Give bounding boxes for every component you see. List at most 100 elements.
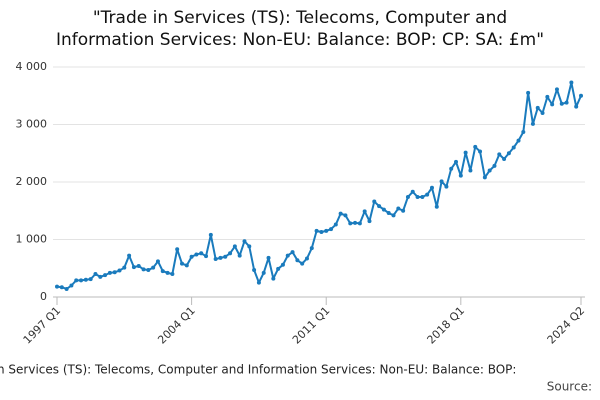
point bbox=[223, 254, 228, 259]
point bbox=[261, 270, 266, 275]
point bbox=[189, 254, 194, 259]
point bbox=[386, 211, 391, 216]
point bbox=[83, 277, 88, 282]
point bbox=[141, 267, 146, 272]
point bbox=[497, 152, 502, 157]
caption: n Services (TS): Telecoms, Computer and … bbox=[0, 363, 516, 377]
point bbox=[165, 270, 170, 275]
point bbox=[550, 102, 555, 107]
point bbox=[564, 100, 569, 105]
point bbox=[559, 101, 564, 106]
y-tick-label: 2 000 bbox=[16, 175, 48, 188]
point bbox=[569, 80, 574, 85]
chart-title: "Trade in Services (TS): Telecoms, Compu… bbox=[93, 8, 507, 28]
point bbox=[545, 94, 550, 99]
point bbox=[290, 250, 295, 255]
point bbox=[59, 285, 64, 290]
point bbox=[98, 274, 103, 279]
point bbox=[237, 253, 242, 258]
point bbox=[300, 261, 305, 266]
point bbox=[285, 253, 290, 258]
point bbox=[309, 246, 314, 251]
point bbox=[530, 121, 535, 126]
point bbox=[136, 263, 141, 268]
point bbox=[516, 138, 521, 143]
point bbox=[482, 175, 487, 180]
point bbox=[353, 220, 358, 225]
point bbox=[295, 258, 300, 263]
point bbox=[122, 265, 127, 270]
point bbox=[304, 256, 309, 261]
point bbox=[502, 157, 507, 161]
point bbox=[473, 144, 478, 149]
point bbox=[79, 278, 84, 283]
point bbox=[338, 211, 343, 216]
point bbox=[256, 280, 261, 285]
point bbox=[554, 87, 559, 92]
point bbox=[93, 272, 98, 276]
point bbox=[405, 194, 410, 199]
point bbox=[247, 244, 252, 249]
point bbox=[434, 204, 439, 209]
point bbox=[367, 219, 372, 224]
point bbox=[439, 179, 444, 184]
point bbox=[506, 151, 511, 156]
point bbox=[478, 149, 483, 154]
point bbox=[319, 230, 324, 235]
point bbox=[454, 159, 459, 164]
point bbox=[444, 184, 449, 189]
point bbox=[396, 206, 401, 211]
point bbox=[208, 232, 213, 237]
point bbox=[131, 265, 136, 270]
point bbox=[64, 286, 69, 291]
point bbox=[420, 194, 425, 199]
point bbox=[218, 255, 223, 260]
point bbox=[160, 269, 165, 274]
point bbox=[526, 90, 531, 95]
point bbox=[372, 199, 377, 204]
point bbox=[213, 257, 218, 262]
point bbox=[535, 105, 540, 110]
point bbox=[487, 168, 492, 173]
point bbox=[242, 239, 247, 244]
point bbox=[228, 251, 233, 256]
point bbox=[357, 221, 362, 226]
point bbox=[170, 272, 175, 276]
point bbox=[415, 194, 420, 199]
point bbox=[266, 255, 271, 260]
point bbox=[449, 166, 454, 171]
point bbox=[540, 111, 545, 115]
point bbox=[88, 277, 93, 282]
point bbox=[329, 227, 334, 232]
point bbox=[55, 284, 59, 289]
point bbox=[276, 266, 281, 271]
point bbox=[280, 262, 285, 267]
point bbox=[492, 163, 497, 168]
point bbox=[333, 222, 338, 227]
point bbox=[574, 104, 579, 109]
point bbox=[314, 228, 319, 233]
point bbox=[69, 283, 74, 288]
point bbox=[271, 276, 276, 281]
point bbox=[127, 253, 132, 258]
point bbox=[112, 270, 117, 275]
point bbox=[146, 267, 151, 272]
point bbox=[155, 259, 160, 264]
point bbox=[324, 228, 329, 233]
point bbox=[204, 254, 209, 259]
point bbox=[103, 273, 108, 278]
point bbox=[343, 213, 348, 218]
point bbox=[179, 261, 184, 266]
point bbox=[232, 244, 237, 249]
point bbox=[194, 252, 199, 257]
point bbox=[348, 221, 353, 226]
point bbox=[521, 129, 526, 134]
y-tick-label: 1 000 bbox=[16, 233, 48, 246]
point bbox=[74, 278, 79, 283]
point bbox=[391, 213, 396, 218]
point bbox=[425, 192, 430, 197]
point bbox=[468, 168, 473, 173]
point bbox=[458, 173, 463, 178]
point bbox=[511, 145, 516, 150]
